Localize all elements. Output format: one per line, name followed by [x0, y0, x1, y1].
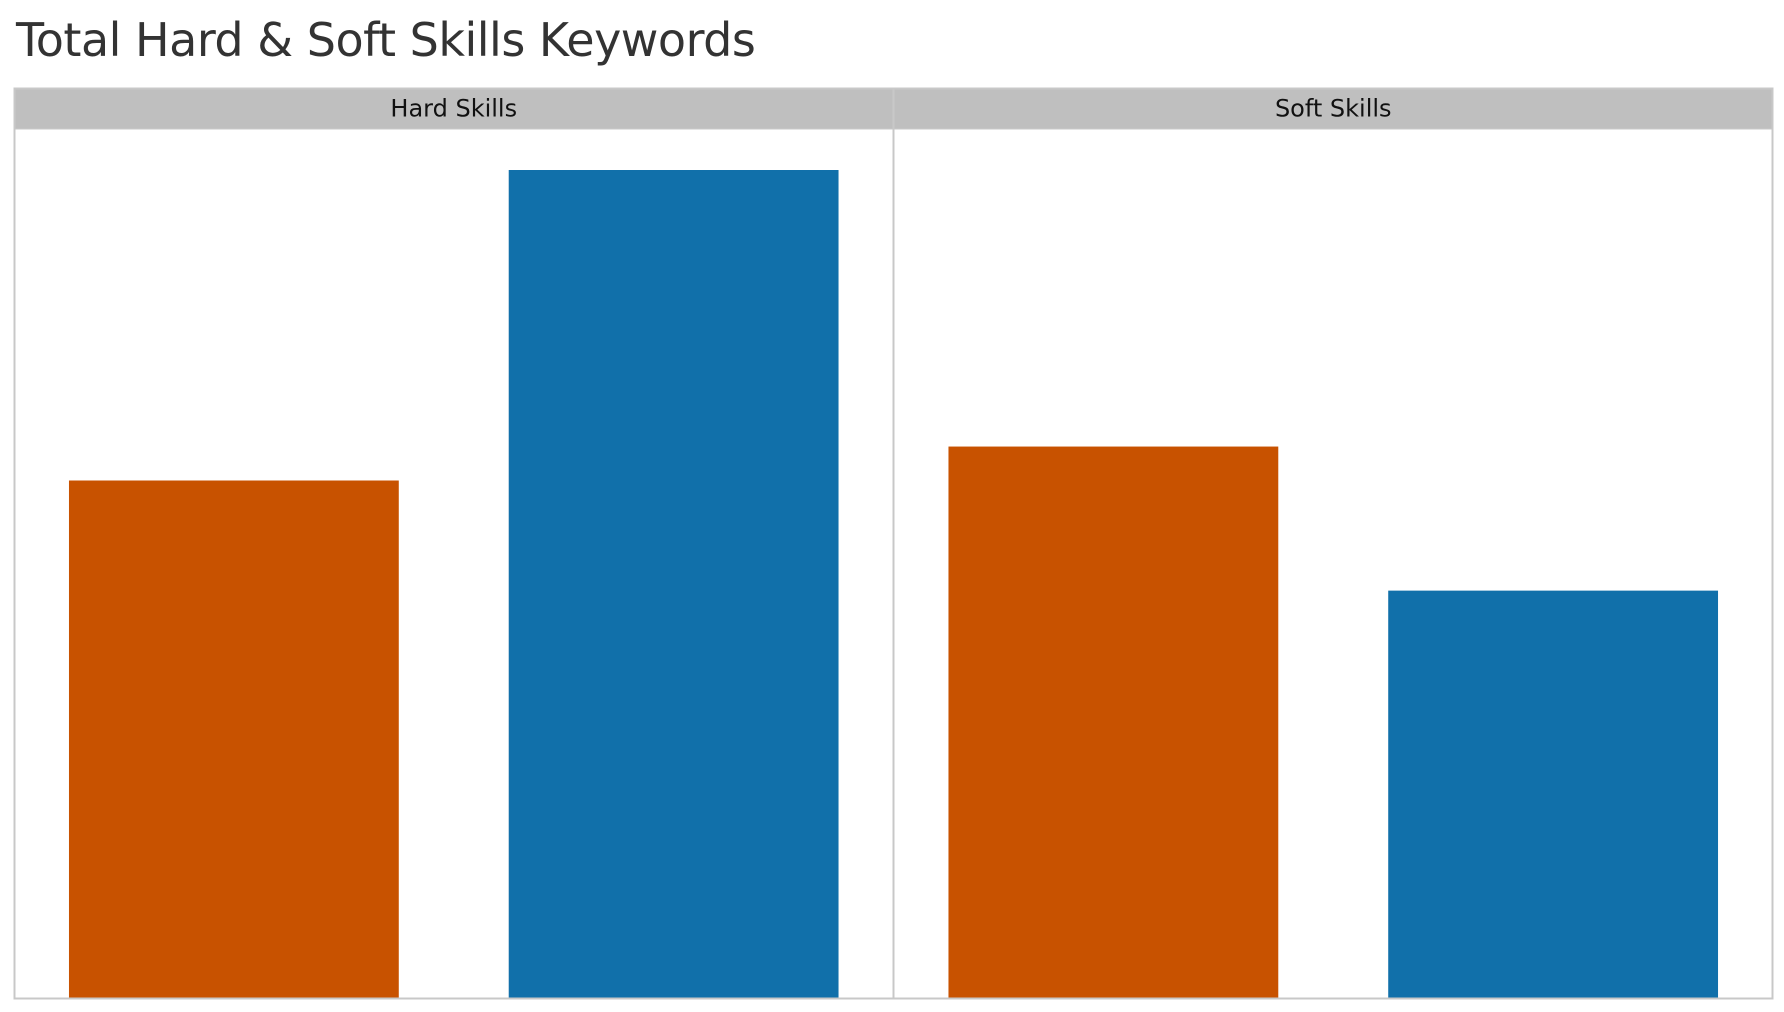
chart-title: Total Hard & Soft Skills Keywords: [16, 13, 756, 67]
bar-1-0[interactable]: [948, 446, 1279, 998]
bar-0-1[interactable]: [508, 170, 839, 998]
panel-header-label-0: Hard Skills: [390, 95, 517, 123]
panel-header-1: [893, 88, 1773, 129]
panel-header-0: [14, 88, 894, 129]
panel-header-label-1: Soft Skills: [1275, 95, 1392, 123]
bar-0-0[interactable]: [68, 480, 399, 999]
bar-1-1[interactable]: [1388, 590, 1719, 998]
